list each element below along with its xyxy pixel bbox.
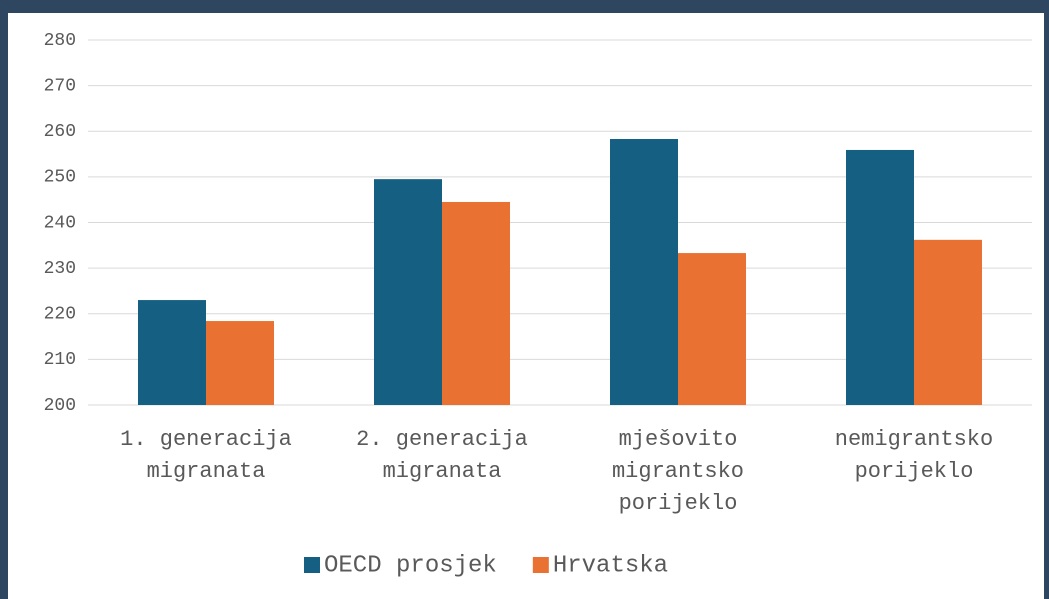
bar	[138, 300, 206, 405]
bar	[610, 139, 678, 405]
legend-label: OECD prosjek	[324, 552, 497, 579]
y-tick-label: 270	[44, 76, 76, 96]
x-tick-label: nemigrantsko porijeklo	[835, 427, 993, 484]
bar	[914, 239, 982, 405]
legend-swatch	[304, 557, 320, 573]
x-tick-line: migranata	[147, 459, 266, 484]
y-tick-label: 240	[44, 213, 76, 233]
chart: 200 210 220 230 240 250 260 270 280 1. generacija…	[8, 13, 1044, 599]
legend-label: Hrvatska	[553, 552, 668, 579]
x-tick-line: 2. generacija	[356, 427, 528, 452]
x-tick-line: porijeklo	[855, 459, 974, 484]
x-tick-line: migrantsko	[612, 459, 744, 484]
bar	[846, 149, 914, 405]
y-tick-label: 250	[44, 168, 76, 188]
bar	[374, 179, 442, 405]
y-tick-label: 230	[44, 259, 76, 279]
x-tick-label: 1. generacija migranata	[120, 427, 292, 484]
bar	[678, 253, 746, 405]
y-tick-label: 260	[44, 122, 76, 142]
bar	[206, 321, 274, 405]
x-tick-line: nemigrantsko	[835, 427, 993, 452]
x-tick-line: 1. generacija	[120, 427, 292, 452]
y-tick-label: 280	[44, 31, 76, 51]
x-tick-label: 2. generacija migranata	[356, 427, 528, 484]
y-tick-label: 220	[44, 305, 76, 325]
x-tick-line: migranata	[383, 459, 502, 484]
x-tick-line: porijeklo	[619, 491, 738, 516]
x-tick-label: mješovito migrantsko porijeklo	[612, 427, 744, 516]
x-tick-line: mješovito	[619, 427, 738, 452]
bar	[442, 201, 510, 405]
y-tick-label: 210	[44, 350, 76, 370]
legend-swatch	[532, 557, 549, 573]
y-tick-label: 200	[44, 396, 76, 416]
